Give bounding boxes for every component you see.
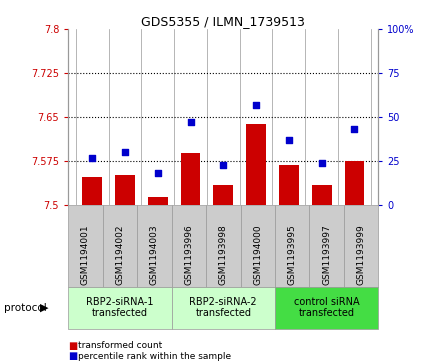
Bar [246, 124, 266, 205]
Point [88, 155, 95, 160]
Text: GSM1194000: GSM1194000 [253, 224, 262, 285]
Text: GSM1193997: GSM1193997 [322, 224, 331, 285]
Text: protocol: protocol [4, 303, 47, 313]
Bar [345, 161, 364, 205]
Text: percentile rank within the sample: percentile rank within the sample [78, 352, 231, 361]
Point [220, 162, 227, 167]
Text: ■: ■ [68, 351, 77, 362]
Text: GSM1193995: GSM1193995 [288, 224, 297, 285]
Text: GSM1194001: GSM1194001 [81, 224, 90, 285]
Bar [82, 177, 102, 205]
Text: GSM1194003: GSM1194003 [150, 224, 159, 285]
Text: GSM1193999: GSM1193999 [357, 224, 366, 285]
Text: RBP2-siRNA-1
transfected: RBP2-siRNA-1 transfected [86, 297, 154, 318]
Text: transformed count: transformed count [78, 341, 162, 350]
Point [187, 119, 194, 125]
Point [286, 137, 293, 143]
Point [318, 160, 325, 166]
Text: control siRNA
transfected: control siRNA transfected [294, 297, 359, 318]
Text: RBP2-siRNA-2
transfected: RBP2-siRNA-2 transfected [190, 297, 257, 318]
Bar [148, 197, 168, 205]
Text: GSM1193996: GSM1193996 [184, 224, 193, 285]
Bar [312, 184, 331, 205]
Bar [115, 175, 135, 205]
Text: GSM1193998: GSM1193998 [219, 224, 228, 285]
Text: GSM1194002: GSM1194002 [115, 224, 125, 285]
Title: GDS5355 / ILMN_1739513: GDS5355 / ILMN_1739513 [141, 15, 305, 28]
Bar [181, 154, 200, 205]
Point [154, 171, 161, 176]
Point [121, 150, 128, 155]
Bar [213, 184, 233, 205]
Point [351, 126, 358, 132]
Text: ▶: ▶ [40, 303, 48, 313]
Bar [279, 164, 299, 205]
Text: ■: ■ [68, 340, 77, 351]
Point [253, 102, 260, 108]
